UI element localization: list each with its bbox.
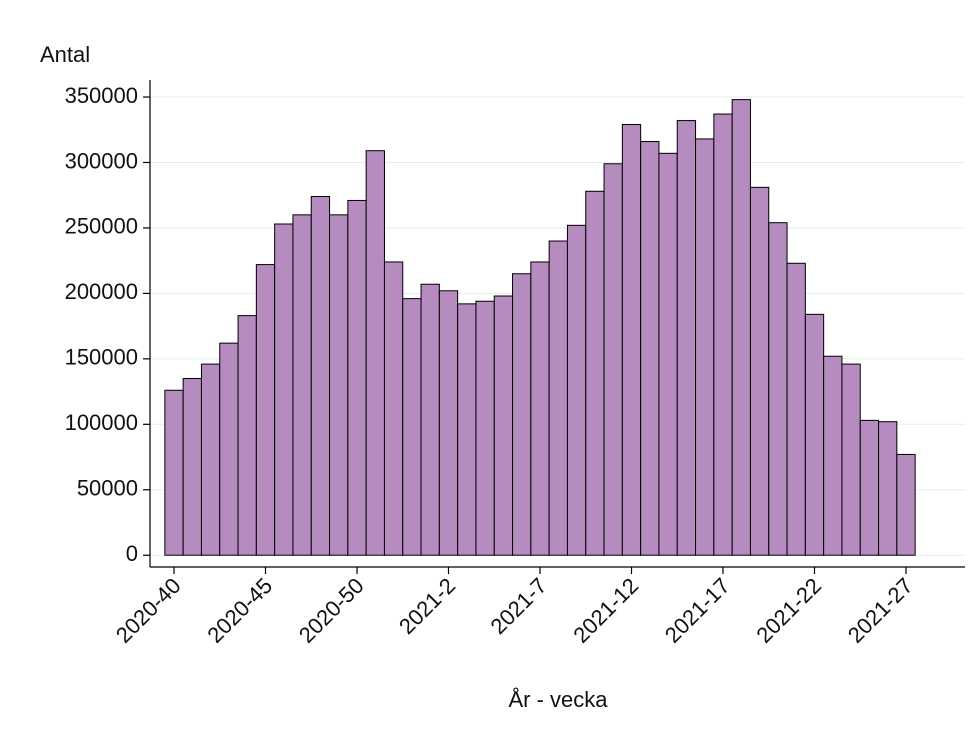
bar: [402, 298, 422, 556]
bar: [731, 99, 751, 556]
bar: [804, 313, 825, 556]
bar: [438, 290, 459, 556]
bar: [749, 186, 770, 556]
bar: [695, 138, 715, 556]
bar: [530, 261, 550, 556]
bar: [200, 363, 221, 556]
bar: [219, 342, 239, 556]
bar: [274, 223, 294, 556]
bar: [585, 190, 605, 556]
x-tick-label: 2020-50: [294, 573, 369, 648]
bar: [164, 389, 184, 556]
x-tick-label: 2021-2: [394, 573, 460, 639]
bar: [640, 141, 660, 556]
bar: [566, 224, 587, 556]
bar: [713, 113, 733, 556]
x-tick-label: 2021-12: [568, 573, 643, 648]
y-tick-label: 0: [126, 541, 138, 566]
x-axis-title: År - vecka: [508, 687, 608, 712]
x-tick-label: 2021-7: [486, 573, 552, 639]
x-tick-label: 2020-45: [202, 573, 277, 648]
y-tick-label: 350000: [65, 83, 138, 108]
x-tick-label: 2021-22: [751, 573, 826, 648]
bar: [420, 283, 440, 556]
bar: [292, 214, 312, 556]
bar: [859, 419, 880, 556]
bar: [548, 240, 568, 556]
bar: [365, 150, 385, 556]
bar: [603, 163, 623, 556]
bar: [786, 262, 806, 556]
y-tick-label: 250000: [65, 214, 138, 239]
bar: [329, 214, 349, 556]
bar: [621, 124, 642, 556]
bar: [182, 377, 202, 556]
bar: [310, 196, 331, 556]
y-tick-label: 50000: [77, 476, 138, 501]
bar: [512, 273, 532, 556]
bar: [841, 363, 861, 556]
bar: [823, 355, 843, 556]
bar: [676, 120, 697, 556]
y-tick-label: 200000: [65, 279, 138, 304]
bar: [237, 315, 257, 556]
bar: [896, 453, 916, 556]
x-tick-label: 2021-27: [843, 573, 918, 648]
bar: [457, 303, 477, 556]
x-tick-label: 2020-40: [111, 573, 186, 648]
y-tick-label: 150000: [65, 345, 138, 370]
bar: [347, 199, 367, 556]
bar: [658, 152, 678, 556]
x-tick-label: 2021-17: [660, 573, 735, 648]
bar: [878, 421, 898, 556]
y-tick-label: 100000: [65, 410, 138, 435]
bar: [255, 264, 276, 556]
bar: [383, 261, 404, 556]
bar: [493, 295, 514, 556]
y-tick-label: 300000: [65, 148, 138, 173]
y-axis-title: Antal: [40, 42, 90, 67]
bar: [475, 300, 495, 556]
bar: [768, 222, 788, 556]
